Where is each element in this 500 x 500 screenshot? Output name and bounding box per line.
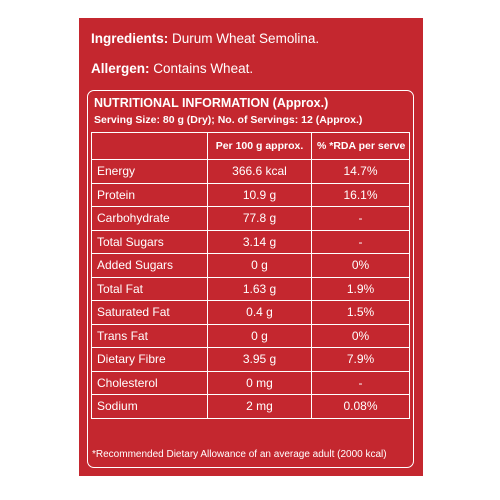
rda-value: 14.7% xyxy=(311,159,410,184)
per-100g-value: 77.8 g xyxy=(207,206,312,231)
header-nutrient xyxy=(91,132,208,160)
nutrient-name: Carbohydrate xyxy=(91,206,208,231)
nutrient-name: Dietary Fibre xyxy=(91,347,208,372)
nutrient-name: Saturated Fat xyxy=(91,300,208,325)
nutrient-name: Cholesterol xyxy=(91,370,208,395)
rda-value: 0% xyxy=(311,253,410,278)
per-100g-value: 3.95 g xyxy=(207,347,312,372)
label-panel: Ingredients: Durum Wheat Semolina. Aller… xyxy=(79,18,423,476)
ingredients-label: Ingredients: xyxy=(91,31,169,46)
header-rda: % *RDA per serve xyxy=(311,132,410,160)
table-row: Cholesterol 0 mg - xyxy=(91,370,410,395)
allergen-line: Allergen: Contains Wheat. xyxy=(91,61,253,76)
rda-value: 7.9% xyxy=(311,347,410,372)
table-row: Trans Fat 0 g 0% xyxy=(91,323,410,348)
nutrient-name: Total Fat xyxy=(91,276,208,301)
nutrition-table: Per 100 g approx. % *RDA per serve Energ… xyxy=(91,132,410,419)
per-100g-value: 0.4 g xyxy=(207,300,312,325)
allergen-label: Allergen: xyxy=(91,61,150,76)
rda-value: 1.5% xyxy=(311,300,410,325)
per-100g-value: 0 g xyxy=(207,253,312,278)
rda-value: - xyxy=(311,229,410,254)
allergen-value: Contains Wheat. xyxy=(153,61,254,76)
nutrient-name: Protein xyxy=(91,182,208,207)
nutrient-name: Trans Fat xyxy=(91,323,208,348)
nutrient-name: Total Sugars xyxy=(91,229,208,254)
table-row: Carbohydrate 77.8 g- xyxy=(91,206,410,231)
rda-value: - xyxy=(311,206,410,231)
per-100g-value: 0 g xyxy=(207,323,312,348)
per-100g-value: 10.9 g xyxy=(207,182,312,207)
rda-value: 0% xyxy=(311,323,410,348)
per-100g-value: 366.6 kcal xyxy=(207,159,312,184)
per-100g-value: 1.63 g xyxy=(207,276,312,301)
table-row: Energy 366.6 kcal 14.7% xyxy=(91,159,410,184)
ingredients-value: Durum Wheat Semolina. xyxy=(172,31,320,46)
table-row: Protein 10.9 g 16.1% xyxy=(91,182,410,207)
nutrient-name: Added Sugars xyxy=(91,253,208,278)
table-row: Dietary Fibre 3.95 g 7.9% xyxy=(91,347,410,372)
nutrient-name: Sodium xyxy=(91,394,208,419)
rda-value: 16.1% xyxy=(311,182,410,207)
nutrition-title: NUTRITIONAL INFORMATION (Approx.) xyxy=(94,96,329,110)
table-row: Total Fat 1.63 g 1.9% xyxy=(91,276,410,301)
table-header-row: Per 100 g approx. % *RDA per serve xyxy=(91,132,410,160)
table-row: Sodium 2 mg 0.08% xyxy=(91,394,410,419)
rda-footnote: *Recommended Dietary Allowance of an ave… xyxy=(92,449,387,460)
table-row: Saturated Fat 0.4 g 1.5% xyxy=(91,300,410,325)
per-100g-value: 3.14 g xyxy=(207,229,312,254)
table-row: Added Sugars 0 g 0% xyxy=(91,253,410,278)
per-100g-value: 0 mg xyxy=(207,370,312,395)
rda-value: - xyxy=(311,370,410,395)
nutrition-box: NUTRITIONAL INFORMATION (Approx.) Servin… xyxy=(87,90,414,468)
header-per-100g: Per 100 g approx. xyxy=(207,132,312,160)
serving-info: Serving Size: 80 g (Dry); No. of Serving… xyxy=(94,114,363,126)
table-row: Total Sugars 3.14 g- xyxy=(91,229,410,254)
per-100g-value: 2 mg xyxy=(207,394,312,419)
rda-value: 0.08% xyxy=(311,394,410,419)
rda-value: 1.9% xyxy=(311,276,410,301)
nutrient-name: Energy xyxy=(91,159,208,184)
ingredients-line: Ingredients: Durum Wheat Semolina. xyxy=(91,31,319,46)
